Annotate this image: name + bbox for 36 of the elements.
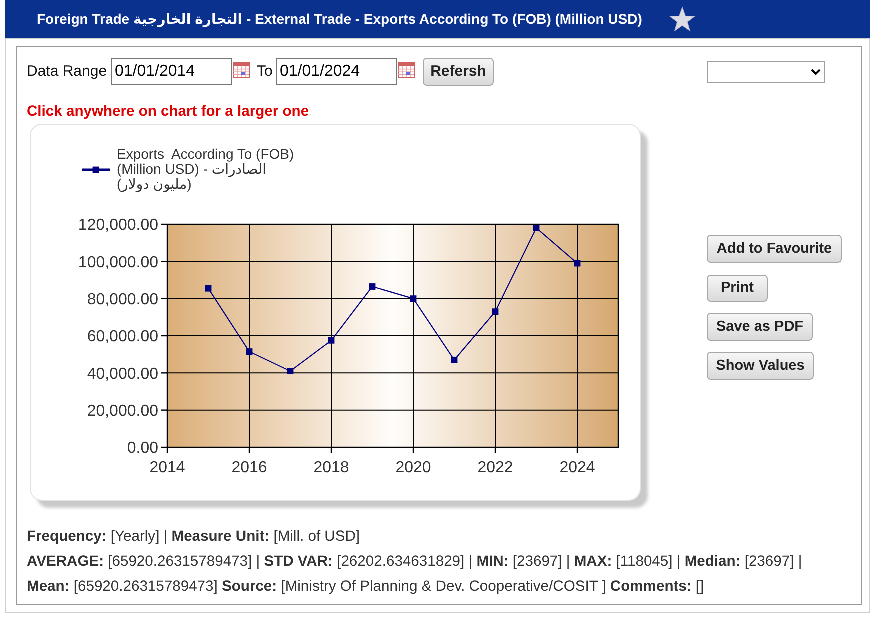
y-tick-label: 40,000.00 xyxy=(87,366,159,383)
text: Data Range xyxy=(27,63,108,80)
x-tick-label: 2014 xyxy=(150,460,186,476)
text: AVERAGE: [65920.26315789473] | STD VAR: [26202.634631829] | MIN: [23697] | MAX: [118045] | Median: [23697] | xyxy=(27,554,802,570)
text: Frequency: [Yearly] | Measure Unit: [Mill. of USD] xyxy=(27,529,360,545)
point xyxy=(287,368,294,375)
x-tick-label: 2022 xyxy=(478,460,514,476)
point xyxy=(369,284,376,290)
y-tick-label: 80,000.00 xyxy=(87,292,159,309)
button: Show Values xyxy=(707,352,814,380)
legend-label: Exports According To (FOB) (Million USD) - الصادرات (مليون دولار) xyxy=(117,146,296,192)
x-tick-label: 2018 xyxy=(314,460,350,476)
chart-title: Foreign Trade التجارة الخارجية - External Trade - Exports According To (FOB) (Million USD) xyxy=(37,11,642,27)
point xyxy=(205,285,212,292)
text: To xyxy=(257,63,273,80)
point xyxy=(492,308,499,316)
y-tick-label: 60,000.00 xyxy=(87,328,159,346)
x-tick-label: 2020 xyxy=(396,460,432,476)
point xyxy=(451,356,458,364)
button: Add to Favourite xyxy=(707,235,842,263)
point xyxy=(246,348,253,355)
text: Mean: [65920.26315789473] Source: [Ministry Of Planning & Dev. Cooperative/COSIT ] Comments: [] xyxy=(27,579,704,595)
button: Print xyxy=(707,275,768,302)
x-tick-label: 2024 xyxy=(560,460,596,476)
y-tick-label: 120,000.00 xyxy=(78,217,159,234)
legend: Exports According To (FOB) (Million USD) - الصادرات (مليون دولار) xyxy=(82,147,307,196)
point xyxy=(410,296,417,302)
point xyxy=(533,225,540,232)
text: Click anywhere on chart for a larger one xyxy=(27,104,310,120)
y-tick-label: 20,000.00 xyxy=(87,403,159,420)
button: Refersh xyxy=(423,58,494,86)
x-tick-label: 2016 xyxy=(232,460,268,476)
y-tick-label: 100,000.00 xyxy=(78,254,159,272)
button: Save as PDF xyxy=(707,313,813,341)
point xyxy=(328,337,335,344)
y-tick-label: 0.00 xyxy=(127,440,159,458)
